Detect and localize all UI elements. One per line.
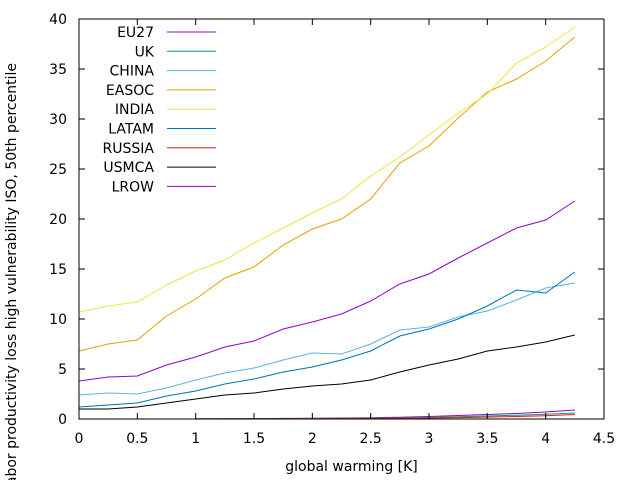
x-axis-label: global warming [K]	[285, 459, 418, 475]
x-tick-label: 3	[425, 431, 434, 447]
series-line-latam	[78, 271, 576, 408]
x-tick-label: 0.5	[126, 431, 148, 447]
legend-label-eu27: EU27	[117, 25, 154, 41]
legend-label-usmca: USMCA	[103, 160, 154, 176]
legend-label-russia: RUSSIA	[103, 141, 155, 157]
series-line-lrow	[78, 200, 576, 382]
y-tick-label: 0	[58, 412, 67, 428]
legend-label-easoc: EASOC	[106, 83, 154, 99]
x-tick-label: 2.5	[360, 431, 382, 447]
y-axis-label: labor productivity loss high vulnerabili…	[4, 63, 20, 480]
legend: EU27 UK CHINA EASOC INDIA LATAM RUSSIA USMCA LRO…	[103, 25, 216, 195]
series-line-india	[78, 26, 576, 313]
legend-label-china: CHINA	[110, 64, 155, 80]
axis-ticks: 0 0.5 1 1.5 2 2.5 3 3.5 4 4.5 0 5 10 15 20 25 30 35 40	[49, 12, 615, 447]
x-tick-label: 2	[308, 431, 317, 447]
y-tick-label: 20	[49, 212, 67, 228]
y-tick-label: 35	[49, 62, 67, 78]
y-tick-label: 30	[49, 112, 67, 128]
legend-label-lrow: LROW	[112, 179, 155, 195]
series-line-easoc	[78, 36, 576, 352]
x-tick-label: 1	[191, 431, 200, 447]
y-tick-label: 40	[49, 12, 67, 28]
legend-label-latam: LATAM	[108, 122, 154, 138]
x-tick-label: 4.5	[593, 431, 615, 447]
y-tick-label: 15	[49, 262, 67, 278]
y-tick-label: 5	[58, 362, 67, 378]
x-tick-label: 3.5	[476, 431, 498, 447]
legend-label-india: INDIA	[115, 102, 155, 118]
x-tick-label: 0	[75, 431, 84, 447]
legend-label-uk: UK	[135, 44, 155, 60]
y-tick-label: 25	[49, 162, 67, 178]
series-line-usmca	[79, 334, 575, 410]
x-tick-label: 4	[541, 431, 550, 447]
series-line-china	[78, 282, 575, 396]
x-tick-label: 1.5	[243, 431, 265, 447]
y-tick-label: 10	[49, 312, 67, 328]
